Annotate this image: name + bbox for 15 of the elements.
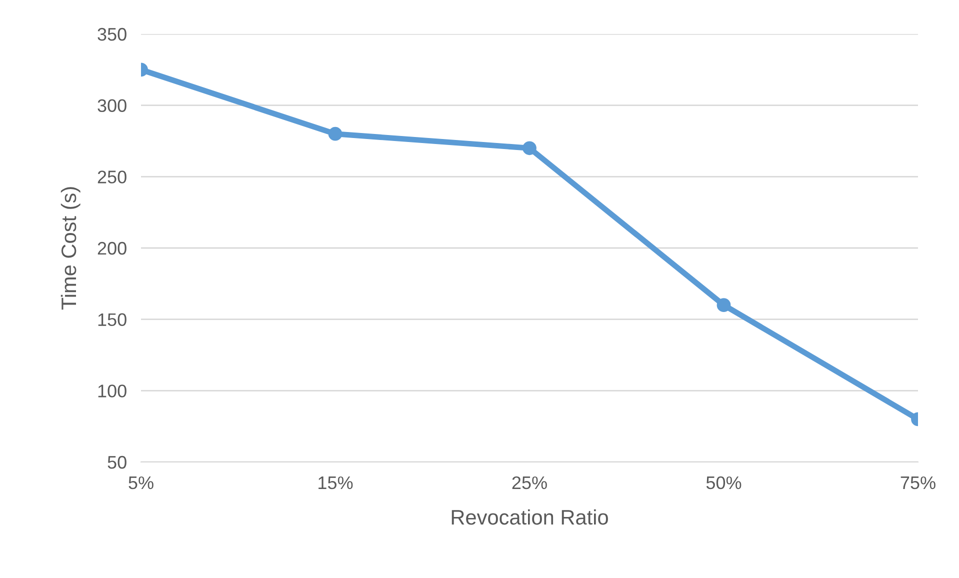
x-tick-label: 50% [706,476,742,490]
x-tick-label: 5% [128,476,154,490]
y-tick-label: 200 [98,242,126,255]
x-tick-label: 75% [900,476,936,490]
y-axis-title: Time Cost (s) [60,187,80,310]
point [522,141,536,156]
x-axis-title: Revocation Ratio [452,509,608,525]
y-tick-label: 150 [98,313,126,326]
y-tick-label: 100 [98,384,126,398]
x-tick-label: 15% [318,476,353,490]
x-tick-label: 25% [512,476,547,490]
y-tick-label: 250 [98,170,126,184]
y-tick-label: 50 [108,456,126,469]
y-tick-label: 350 [98,28,126,41]
y-tick-label: 300 [98,99,126,112]
